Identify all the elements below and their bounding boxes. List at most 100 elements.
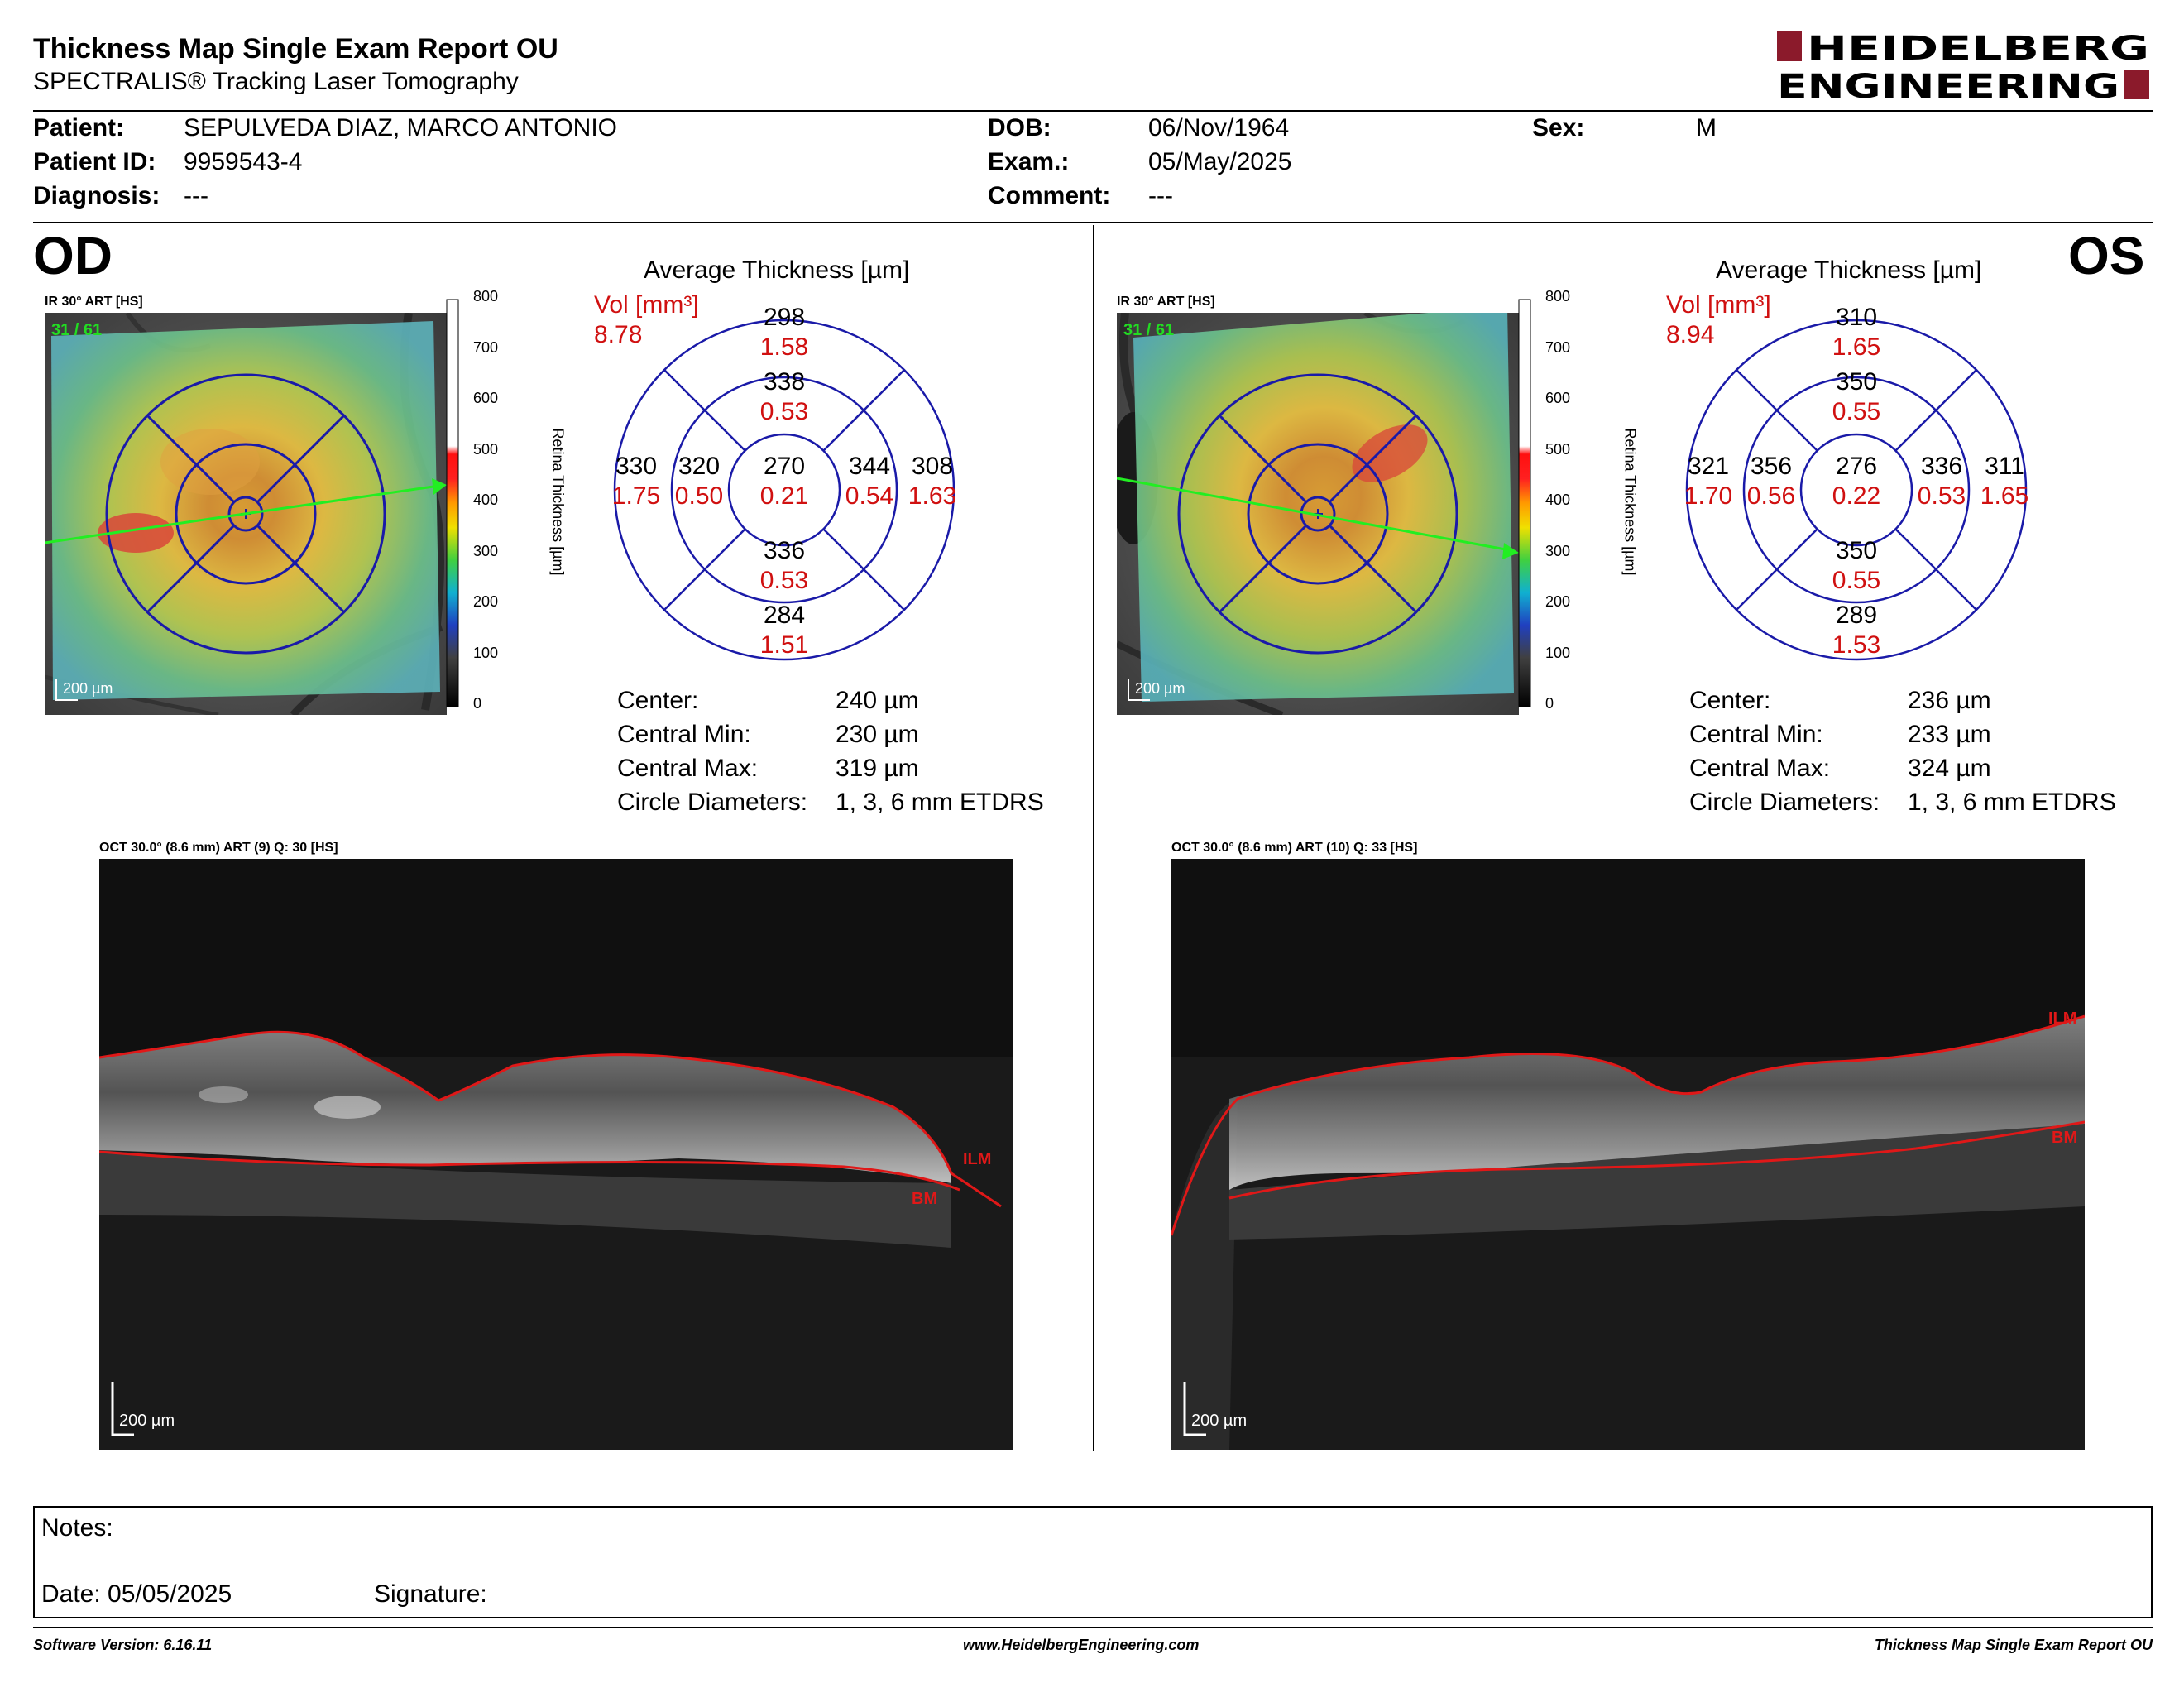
od-scale-tick-label: 600	[473, 390, 499, 406]
od-oct-label: OCT 30.0° (8.6 mm) ART (9) Q: 30 [HS]	[99, 841, 338, 855]
od-scale-tick-label: 400	[473, 492, 499, 508]
report-title: Thickness Map Single Exam Report OU	[33, 33, 558, 65]
od-center-volume: 0.21	[759, 482, 809, 510]
eye-label-os: OS	[2068, 226, 2145, 285]
od-inner-left-volume: 0.50	[674, 482, 724, 510]
os-center-volume: 0.22	[1832, 482, 1881, 510]
od-stat-min-value: 230 µm	[836, 721, 919, 748]
os-outer-sup-thickness: 310	[1835, 304, 1878, 331]
os-scale-tick-label: 600	[1545, 390, 1571, 406]
od-stat-diam-value: 1, 3, 6 mm ETDRS	[836, 789, 1044, 816]
od-frame-count: 31 / 61	[51, 321, 103, 339]
diagnosis-value: ---	[184, 182, 208, 209]
od-inner-inf-thickness: 336	[763, 537, 806, 564]
patient-id-label: Patient ID:	[33, 148, 156, 175]
report-subtitle: SPECTRALIS® Tracking Laser Tomography	[33, 68, 519, 95]
od-stat-max-label: Central Max:	[617, 755, 759, 782]
od-outer-sup-thickness: 298	[763, 304, 806, 331]
od-inner-inf-volume: 0.53	[759, 567, 809, 594]
od-outer-right-volume: 1.63	[908, 482, 957, 510]
od-etdrs-grid	[594, 300, 975, 680]
exam-label: Exam.:	[988, 148, 1070, 175]
os-scale-label: Retina Thickness [µm]	[1621, 428, 1639, 576]
eye-label-od: OD	[33, 226, 113, 285]
od-inner-right-thickness: 344	[848, 453, 891, 480]
os-vol-label: Vol [mm³]	[1666, 291, 1771, 319]
os-outer-right-volume: 1.65	[1980, 482, 2029, 510]
od-inner-left-thickness: 320	[678, 453, 721, 480]
dob-label: DOB:	[988, 114, 1051, 141]
od-outer-right-thickness: 308	[911, 453, 954, 480]
footer-report-name: Thickness Map Single Exam Report OU	[1874, 1637, 2153, 1653]
os-vol-total: 8.94	[1666, 321, 1715, 348]
os-oct-label: OCT 30.0° (8.6 mm) ART (10) Q: 33 [HS]	[1171, 841, 1418, 855]
od-oct-scale-bar: 200 µm	[119, 1412, 175, 1430]
os-sector-outer-superior: 310 1.65	[1815, 303, 1898, 362]
od-color-scale	[445, 296, 465, 710]
od-inner-sup-thickness: 338	[763, 368, 806, 396]
os-stat-center-label: Center:	[1689, 687, 1771, 714]
svg-text:HEIDELBERG: HEIDELBERG	[1807, 30, 2149, 68]
od-outer-left-volume: 1.75	[611, 482, 661, 510]
sex-value: M	[1696, 114, 1717, 141]
os-bm-label: BM	[2052, 1129, 2078, 1147]
notes-signature: Signature:	[374, 1580, 487, 1608]
os-sector-inner-right: 336 0.53	[1903, 452, 1980, 511]
os-sector-outer-left: 321 1.70	[1669, 452, 1747, 511]
os-inner-left-volume: 0.56	[1746, 482, 1796, 510]
os-stat-max-value: 324 µm	[1908, 755, 1991, 782]
od-inner-right-volume: 0.54	[845, 482, 894, 510]
os-stat-center-value: 236 µm	[1908, 687, 1991, 714]
od-stat-max-value: 319 µm	[836, 755, 919, 782]
od-ir-label: IR 30° ART [HS]	[45, 295, 143, 309]
os-scale-tick-label: 200	[1545, 593, 1571, 610]
os-outer-sup-volume: 1.65	[1832, 333, 1881, 361]
od-center-thickness: 270	[763, 453, 806, 480]
od-inner-sup-volume: 0.53	[759, 398, 809, 425]
os-etdrs-grid	[1666, 300, 2047, 680]
notes-box: Notes: Date: 05/05/2025 Signature:	[33, 1506, 2153, 1618]
os-scale-ticks: 800 700 600 500 400 300 200 100 0	[1545, 288, 1578, 718]
od-stat-min-label: Central Min:	[617, 721, 751, 748]
os-scale-tick-label: 700	[1545, 338, 1571, 356]
os-outer-inf-thickness: 289	[1835, 602, 1878, 629]
os-sector-inner-left: 356 0.56	[1732, 452, 1810, 511]
os-outer-right-thickness: 311	[1985, 453, 2024, 480]
footer-divider	[33, 1627, 2153, 1628]
dob-value: 06/Nov/1964	[1148, 114, 1290, 141]
od-scale-tick-label: 0	[473, 695, 482, 712]
od-sector-inner-superior: 338 0.53	[743, 367, 826, 427]
footer-software-version: Software Version: 6.16.11	[33, 1637, 213, 1653]
os-scale-tick-label: 300	[1545, 542, 1571, 559]
os-scale-tick-label: 400	[1545, 492, 1571, 508]
patient-name: SEPULVEDA DIAZ, MARCO ANTONIO	[184, 114, 618, 141]
os-inner-sup-volume: 0.55	[1832, 398, 1881, 425]
os-sector-inner-inferior: 350 0.55	[1815, 536, 1898, 596]
od-sector-outer-left: 330 1.75	[597, 452, 675, 511]
od-thickness-map: 31 / 61 200 µm	[44, 311, 447, 718]
od-ilm-label: ILM	[963, 1150, 992, 1168]
footer-website[interactable]: www.HeidelbergEngineering.com	[963, 1637, 1200, 1653]
od-scale-tick-label: 300	[473, 542, 499, 559]
od-scale-tick-label: 500	[473, 440, 499, 458]
od-sector-outer-inferior: 284 1.51	[743, 601, 826, 660]
os-stat-min-value: 233 µm	[1908, 721, 1991, 748]
os-ir-scale-bar: 200 µm	[1135, 680, 1185, 697]
sex-label: Sex:	[1532, 114, 1585, 141]
os-stat-min-label: Central Min:	[1689, 721, 1823, 748]
exam-value: 05/May/2025	[1148, 148, 1292, 175]
od-sector-inner-left: 320 0.50	[660, 452, 738, 511]
od-sector-outer-superior: 298 1.58	[743, 303, 826, 362]
os-avg-title: Average Thickness [µm]	[1716, 257, 1982, 284]
od-stat-center-value: 240 µm	[836, 687, 919, 714]
patient-label: Patient:	[33, 114, 125, 141]
os-inner-sup-thickness: 350	[1835, 368, 1878, 396]
header-divider-bottom	[33, 222, 2153, 223]
od-scale-tick-label: 100	[473, 644, 499, 661]
os-sector-outer-right: 311 1.65	[1966, 452, 2043, 511]
header-divider-top	[33, 110, 2153, 112]
os-inner-left-thickness: 356	[1750, 453, 1793, 480]
os-inner-right-volume: 0.53	[1917, 482, 1966, 510]
os-ilm-label: ILM	[2048, 1009, 2077, 1028]
os-inner-inf-volume: 0.55	[1832, 567, 1881, 594]
